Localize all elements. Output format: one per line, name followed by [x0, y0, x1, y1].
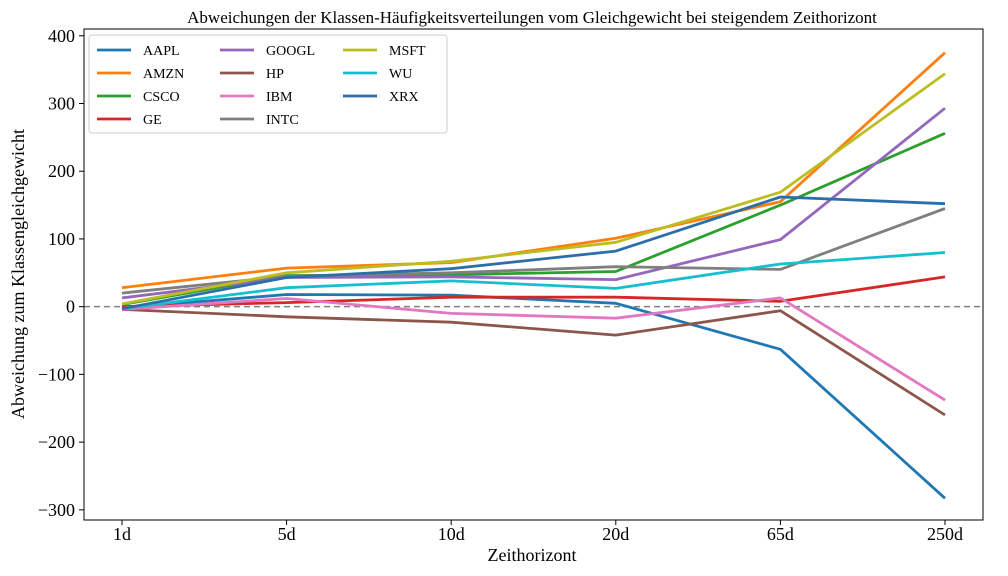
x-tick-label: 1d [113, 524, 131, 544]
series-line-ge [121, 275, 946, 309]
axes: −300 −200 −100 0 100 200 300 400 1d 5d 10d 20d 65d 25… [38, 26, 984, 544]
y-tick-label: 300 [48, 93, 75, 113]
series-line-msft [121, 72, 946, 306]
y-tick-label: 100 [48, 229, 75, 249]
legend-label-amzn: AMZN [143, 67, 184, 82]
legend-label-msft: MSFT [389, 44, 426, 59]
plot-area [84, 51, 983, 500]
legend-label-intc: INTC [266, 113, 299, 128]
x-axis-label: Zeithorizont [488, 545, 577, 565]
series-line-aapl [121, 293, 946, 500]
legend-label-aapl: AAPL [143, 44, 180, 59]
y-tick-label: −300 [38, 500, 75, 520]
x-tick-label: 5d [278, 524, 296, 544]
series-line-wu [121, 251, 946, 311]
x-tick-label: 250d [927, 524, 963, 544]
y-tick-label: 400 [48, 26, 75, 46]
legend-frame [88, 34, 448, 134]
x-tick-label: 65d [767, 524, 794, 544]
y-tick-label: −100 [38, 364, 75, 384]
series-line-hp [121, 308, 946, 417]
legend-label-xrx: XRX [389, 90, 419, 105]
legend-label-ibm: IBM [266, 90, 293, 105]
series-line-xrx [121, 195, 946, 311]
legend-label-ge: GE [143, 113, 162, 128]
y-tick-label: −200 [38, 432, 75, 452]
legend-label-wu: WU [389, 67, 412, 82]
legend-label-googl: GOOGL [266, 44, 315, 59]
legend-label-hp: HP [266, 67, 284, 82]
x-tick-label: 10d [438, 524, 465, 544]
series-line-ibm [121, 296, 946, 402]
y-tick-label: 0 [66, 297, 75, 317]
legend-label-csco: CSCO [143, 90, 180, 105]
y-axis-label: Abweichung zum Klassengleichgewicht [8, 129, 28, 419]
plot-frame [83, 28, 984, 521]
x-tick-label: 20d [602, 524, 629, 544]
chart-title: Abweichungen der Klassen-Häufigkeitsvert… [187, 8, 877, 27]
y-tick-label: 200 [48, 161, 75, 181]
legend: AAPL AMZN CSCO GE GOOGL HP IBM INTC MSFT WU XRX [88, 34, 448, 134]
series-line-googl [121, 107, 946, 300]
